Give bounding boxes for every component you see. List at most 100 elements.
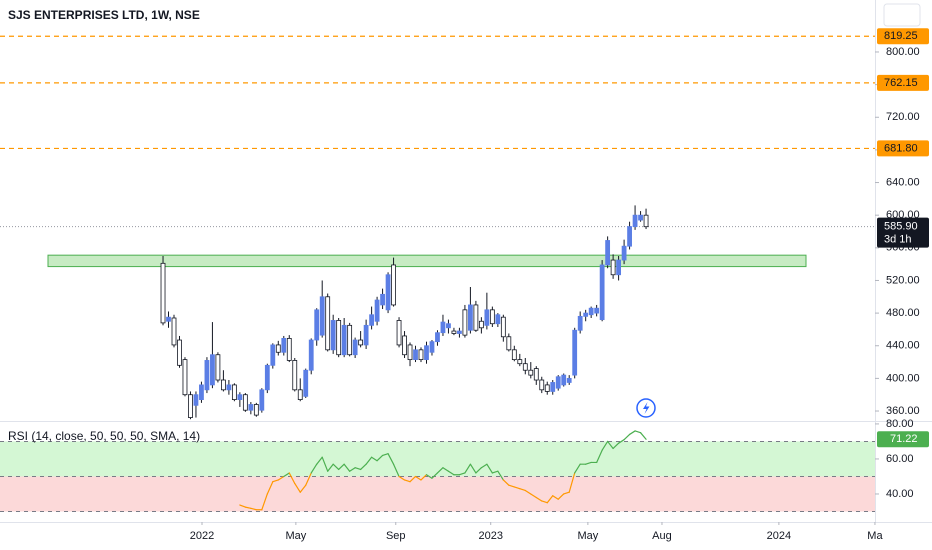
marks-layer	[160, 205, 649, 511]
rsi-line-segment	[403, 479, 411, 483]
candle-body	[303, 369, 309, 397]
candle-body	[517, 359, 523, 365]
candle-body	[347, 324, 353, 356]
candle-body	[440, 321, 446, 334]
alert-icon[interactable]	[636, 398, 656, 418]
candle-body	[336, 320, 342, 356]
y-tick-label: 800.00	[886, 46, 920, 58]
candle-body	[308, 339, 314, 371]
y-tick-label: 360.00	[886, 405, 920, 417]
candle-body	[286, 337, 292, 361]
candle-body	[275, 344, 281, 353]
rsi-line-segment	[343, 463, 351, 472]
rsi-line-segment	[563, 491, 570, 495]
candle-body	[314, 309, 320, 341]
rsi-line-segment	[310, 463, 318, 474]
rsi-upper-band	[0, 441, 875, 477]
rsi-line-segment	[376, 454, 384, 462]
settings-button[interactable]	[883, 3, 921, 27]
rsi-line-segment	[283, 472, 290, 478]
rsi-line-segment	[623, 433, 631, 441]
rsi-line-segment	[513, 486, 521, 490]
candle-body	[193, 394, 199, 406]
rsi-line-segment	[425, 474, 433, 479]
candle-body	[385, 274, 391, 311]
rsi-line-segment	[530, 493, 537, 499]
rsi-line-segment	[508, 484, 515, 488]
rsi-line-segment	[475, 467, 482, 474]
rsi-line-segment	[541, 500, 548, 504]
candle-body	[539, 379, 545, 391]
candle-body	[566, 377, 572, 383]
candle-body	[177, 339, 182, 366]
rsi-line-segment	[447, 470, 455, 476]
candle-body	[435, 332, 440, 343]
candle-body	[621, 245, 627, 261]
rsi-line-segment	[354, 467, 362, 471]
candle-body	[358, 339, 364, 346]
rsi-line-segment	[392, 463, 400, 478]
candle-body	[583, 312, 589, 317]
rsi-line-segment	[574, 463, 581, 474]
candle-body	[281, 337, 287, 353]
rsi-line-segment	[546, 495, 554, 504]
rsi-line-segment	[436, 467, 444, 474]
rsi-line-segment	[332, 463, 340, 471]
countdown-label: 3d 1h	[884, 234, 912, 246]
last-price-box	[877, 217, 929, 248]
rsi-line-segment	[486, 463, 493, 474]
candle-body	[533, 368, 539, 381]
candle-body	[561, 374, 567, 386]
rsi-line-segment	[305, 472, 312, 486]
rsi-line-segment	[387, 453, 395, 465]
candle-body	[188, 394, 193, 418]
x-tick-label: May	[285, 530, 306, 542]
candle-body	[577, 315, 583, 331]
candle-body	[627, 226, 632, 247]
candle-body	[166, 316, 171, 322]
candle-body	[330, 320, 336, 351]
candle-body	[489, 309, 495, 325]
rsi-line-segment	[502, 479, 510, 486]
candle-body	[341, 324, 347, 356]
candle-body	[363, 324, 369, 346]
rsi-line-segment	[535, 496, 543, 502]
rsi-line-segment	[612, 442, 620, 450]
candle-body	[199, 384, 204, 400]
candle-body	[253, 404, 259, 416]
rsi-line-segment	[458, 472, 466, 476]
rsi-line-segment	[288, 472, 296, 485]
rsi-value-label: 71.22	[890, 433, 918, 445]
rsi-line-segment	[431, 472, 439, 479]
candle-body	[511, 349, 517, 361]
rsi-line-segment	[414, 475, 422, 481]
candle-body	[160, 262, 166, 324]
candle-body	[572, 329, 578, 376]
candle-body	[429, 341, 435, 353]
y-tick-label: 480.00	[886, 307, 920, 319]
zone	[47, 254, 807, 268]
rsi-line-segment	[618, 439, 625, 444]
x-tick-label: Aug	[652, 530, 672, 542]
candle-body	[418, 349, 424, 361]
candle-body	[594, 307, 600, 314]
rsi-line-segment	[442, 467, 450, 472]
candle-body	[369, 314, 375, 326]
rsi-line-segment	[634, 430, 642, 434]
candle-body	[616, 259, 622, 276]
candle-body	[264, 364, 270, 391]
rsi-line-segment	[299, 484, 307, 493]
candle-body	[506, 336, 512, 351]
candle-body	[643, 214, 649, 228]
candle-body	[555, 376, 561, 389]
rsi-line-segment	[601, 440, 609, 451]
rsi-line-segment	[552, 495, 559, 500]
candle-body	[325, 296, 331, 351]
candle-body	[204, 360, 210, 391]
rsi-line-segment	[365, 456, 373, 465]
candle-body	[352, 339, 358, 356]
rsi-line-segment	[239, 504, 246, 508]
candle-body	[484, 309, 490, 326]
rsi-line-segment	[497, 470, 504, 481]
x-tick-label: 2022	[190, 530, 214, 542]
